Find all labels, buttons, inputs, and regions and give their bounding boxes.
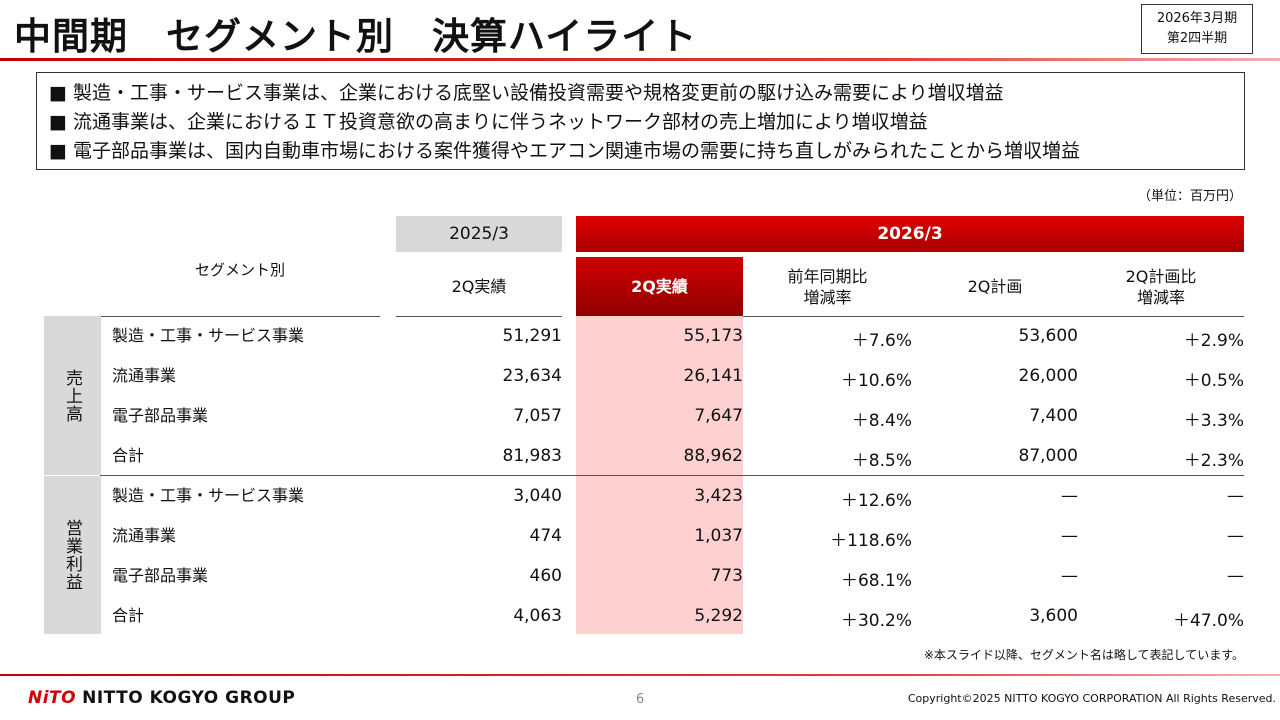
company-logo: NiTO NITTO KOGYO GROUP — [28, 688, 295, 708]
col-yoy: 前年同期比 増減率 — [787, 266, 868, 307]
summary-item: ■ 製造・工事・サービス事業は、企業における底堅い設備投資需要や規格変更前の駆け… — [49, 82, 1004, 104]
segment-name: 製造・工事・サービス事業 — [112, 326, 305, 345]
cell-prev: 3,040 — [513, 486, 562, 506]
summary-item: ■ 電子部品事業は、国内自動車市場における案件獲得やエアコン関連市場の需要に持ち… — [49, 140, 1080, 162]
table-row: 合計 4,063 5,292 ＋30.2% 3,600 ＋47.0% — [100, 596, 1244, 636]
table-row: 流通事業 23,634 26,141 ＋10.6% 26,000 ＋0.5% — [100, 356, 1244, 396]
cell-prev: 23,634 — [502, 366, 562, 386]
page-title: 中間期 セグメント別 決算ハイライト — [14, 15, 698, 58]
group-label-sales: 売上高 — [44, 316, 101, 475]
group-label-operating-profit: 営業利益 — [44, 476, 101, 634]
cell-yoy: ＋118.6% — [830, 531, 912, 551]
cell-plan-diff: ＋2.3% — [1183, 451, 1244, 471]
segment-name: 流通事業 — [112, 366, 177, 385]
cell-yoy: ＋8.4% — [851, 411, 912, 431]
segment-name: 合計 — [112, 446, 145, 465]
segment-header: セグメント別 — [194, 261, 285, 279]
cell-plan: 7,400 — [1029, 406, 1078, 426]
copyright: Copyright©2025 NITTO KOGYO CORPORATION A… — [907, 692, 1276, 705]
cell-yoy: ＋7.6% — [851, 331, 912, 351]
cell-actual: 7,647 — [694, 406, 743, 426]
cell-actual: 88,962 — [683, 446, 743, 466]
cell-plan: 3,600 — [1029, 606, 1078, 626]
segment-name: 合計 — [112, 606, 145, 625]
summary-item: ■ 流通事業は、企業におけるＩＴ投資意欲の高まりに伴うネットワーク部材の売上増加… — [49, 111, 928, 133]
cell-actual: 5,292 — [694, 606, 743, 626]
cell-plan-diff: ＋0.5% — [1183, 371, 1244, 391]
cell-plan-diff: — — [1227, 486, 1244, 506]
cell-yoy: ＋30.2% — [840, 611, 912, 631]
period-badge: 2026年3月期 第2四半期 — [1141, 4, 1253, 54]
cell-plan-diff: ＋3.3% — [1183, 411, 1244, 431]
cell-actual: 1,037 — [694, 526, 743, 546]
cell-prev: 7,057 — [513, 406, 562, 426]
col-plan-diff: 2Q計画比 増減率 — [1125, 266, 1197, 307]
cell-plan-diff: ＋47.0% — [1172, 611, 1244, 631]
segment-name: 製造・工事・サービス事業 — [112, 486, 305, 505]
divider — [743, 316, 1244, 317]
cell-plan: 53,600 — [1018, 326, 1078, 346]
cell-plan-diff: — — [1227, 526, 1244, 546]
unit-label: （単位：百万円） — [1137, 189, 1242, 204]
cell-yoy: ＋68.1% — [840, 571, 912, 591]
cell-actual: 773 — [710, 566, 743, 586]
table-row: 製造・工事・サービス事業 3,040 3,423 ＋12.6% — — — [100, 476, 1244, 516]
cell-plan: — — [1061, 566, 1078, 586]
cell-actual: 55,173 — [683, 326, 743, 346]
segment-name: 流通事業 — [112, 526, 177, 545]
cell-prev: 474 — [529, 526, 562, 546]
segment-name: 電子部品事業 — [112, 406, 209, 425]
logo-text: NITTO KOGYO GROUP — [82, 688, 296, 708]
group-divider — [100, 475, 1244, 476]
cell-yoy: ＋8.5% — [851, 451, 912, 471]
cell-prev: 4,063 — [513, 606, 562, 626]
cell-actual: 3,423 — [694, 486, 743, 506]
segment-name: 電子部品事業 — [112, 566, 209, 585]
period-year: 2026年3月期 — [1156, 11, 1238, 26]
cell-yoy: ＋10.6% — [840, 371, 912, 391]
logo-mark: NiTO — [28, 688, 77, 708]
footnote: ※本スライド以降、セグメント名は略して表記しています。 — [923, 648, 1244, 662]
table-row: 合計 81,983 88,962 ＋8.5% 87,000 ＋2.3% — [100, 436, 1244, 476]
cell-prev: 51,291 — [502, 326, 562, 346]
col-plan: 2Q計画 — [967, 277, 1023, 296]
cell-plan: — — [1061, 486, 1078, 506]
page-number: 6 — [636, 692, 645, 707]
divider — [396, 316, 562, 317]
cell-plan-diff: — — [1227, 566, 1244, 586]
year-cur-header: 2026/3 — [576, 216, 1244, 252]
header-divider — [0, 58, 1280, 61]
cell-prev: 460 — [529, 566, 562, 586]
summary-box: ■ 製造・工事・サービス事業は、企業における底堅い設備投資需要や規格変更前の駆け… — [36, 72, 1245, 170]
table-row: 流通事業 474 1,037 ＋118.6% — — — [100, 516, 1244, 556]
divider — [100, 316, 380, 317]
cell-actual: 26,141 — [683, 366, 743, 386]
cell-plan-diff: ＋2.9% — [1183, 331, 1244, 351]
col-cur-actual: 2Q実績 — [576, 257, 743, 316]
cell-plan: — — [1061, 526, 1078, 546]
table-row: 電子部品事業 460 773 ＋68.1% — — — [100, 556, 1244, 596]
table-row: 製造・工事・サービス事業 51,291 55,173 ＋7.6% 53,600 ＋2.9% — [100, 316, 1244, 356]
period-quarter: 第2四半期 — [1166, 31, 1228, 46]
cell-yoy: ＋12.6% — [840, 491, 912, 511]
year-prev-header: 2025/3 — [396, 216, 562, 252]
table-row: 電子部品事業 7,057 7,647 ＋8.4% 7,400 ＋3.3% — [100, 396, 1244, 436]
footer-divider — [0, 674, 1280, 676]
cell-plan: 26,000 — [1018, 366, 1078, 386]
col-prev-actual: 2Q実績 — [451, 277, 507, 296]
cell-prev: 81,983 — [502, 446, 562, 466]
cell-plan: 87,000 — [1018, 446, 1078, 466]
